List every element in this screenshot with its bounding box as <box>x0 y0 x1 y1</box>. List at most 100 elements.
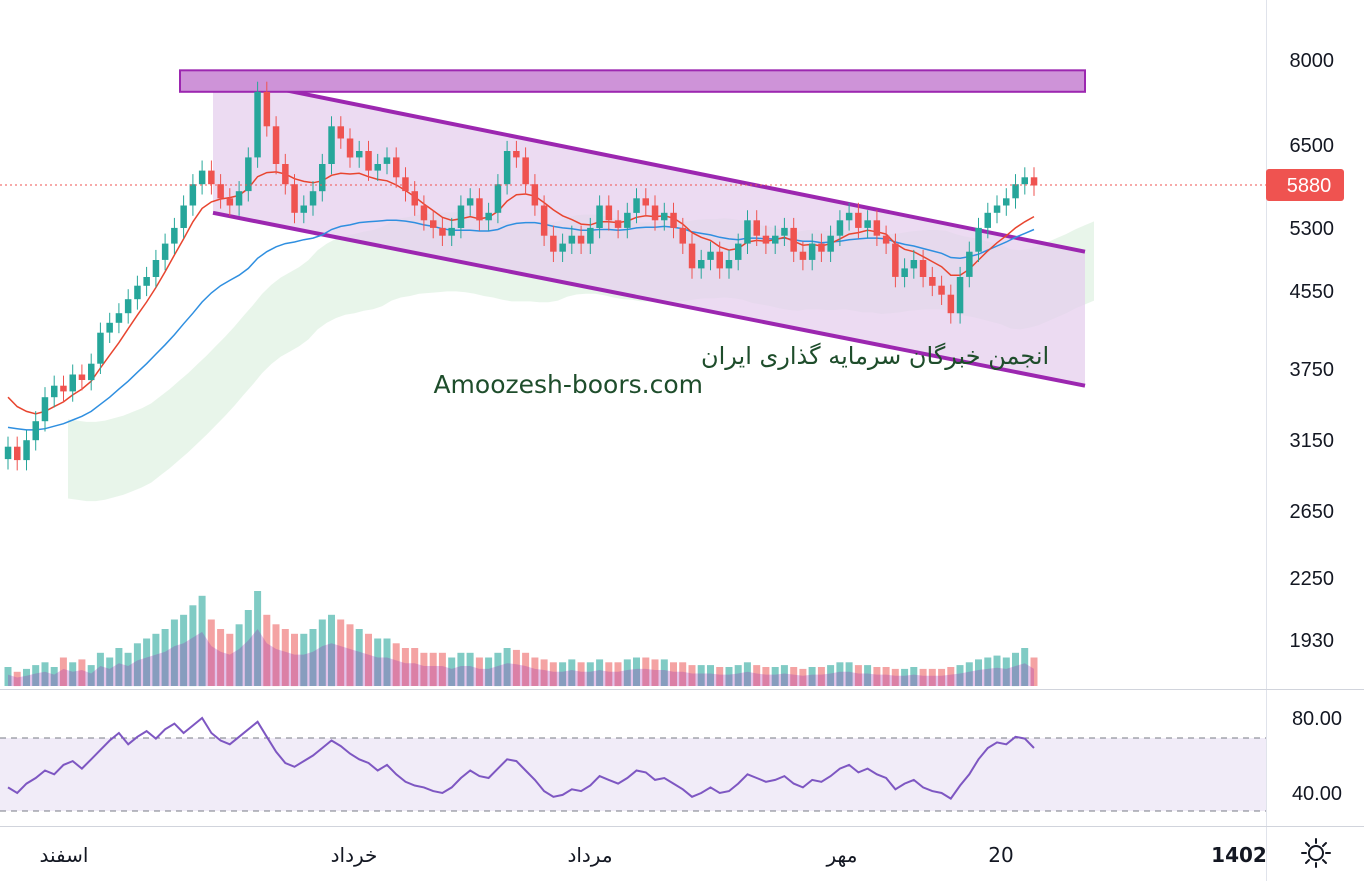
candle-body <box>254 91 261 158</box>
volume-bar <box>411 648 419 686</box>
volume-bar <box>78 659 86 686</box>
volume-bar <box>540 659 548 686</box>
volume-bar <box>13 671 21 687</box>
time-tick: خرداد <box>331 843 378 867</box>
candle-body <box>134 285 141 300</box>
volume-bar <box>355 629 363 686</box>
time-tick: اسفند <box>40 843 89 867</box>
volume-bar <box>882 667 890 686</box>
volume-bar <box>170 619 178 686</box>
candle-body <box>411 191 418 206</box>
descending-channel[interactable] <box>179 69 1086 388</box>
candle-body <box>633 198 640 213</box>
candle-body <box>762 235 770 244</box>
candle-body <box>51 385 58 398</box>
volume-bar <box>1021 648 1029 686</box>
candle-body <box>698 260 705 269</box>
price-tick: 5300 <box>1290 218 1335 240</box>
candle-body <box>115 313 123 323</box>
candle-body <box>171 227 178 244</box>
volume-bar <box>679 662 687 687</box>
candle-body <box>744 220 751 244</box>
volume-bar <box>226 633 234 687</box>
candle-body <box>457 205 465 228</box>
volume-bar <box>32 665 40 686</box>
volume-bar <box>975 659 982 686</box>
volume-bar <box>808 667 816 686</box>
candle-body <box>966 251 973 277</box>
candle-body <box>910 260 918 269</box>
candlesticks <box>4 81 1038 471</box>
candle-body <box>245 157 252 192</box>
volume-bar <box>947 667 955 686</box>
volume-bar <box>438 652 446 687</box>
candle-body <box>198 170 206 185</box>
price-tick: 1930 <box>1290 630 1335 652</box>
volume-bar <box>910 667 918 686</box>
volume-bar <box>365 633 372 687</box>
price-axis[interactable]: 8000 6500 5300 4550 3750 3150 2650 2250 … <box>1290 50 1335 652</box>
volume-bar <box>864 665 872 686</box>
candle-body <box>651 205 659 221</box>
volume-bar <box>337 619 345 686</box>
volume-bar <box>189 605 197 687</box>
candle-body <box>69 374 76 392</box>
volume-bar <box>383 638 391 686</box>
candle-body <box>208 170 215 185</box>
candle-body <box>587 227 594 244</box>
volume-bar <box>790 667 798 686</box>
time-axis[interactable]: اسفند خرداد مرداد مهر 20 1402 <box>40 843 1267 867</box>
volume-bar <box>207 619 215 686</box>
candle-body <box>226 198 234 206</box>
volume-bar <box>309 629 317 686</box>
candle-body <box>624 212 631 228</box>
time-tick: مهر <box>826 843 858 867</box>
candle-body <box>60 385 67 392</box>
volume-bar <box>300 633 308 687</box>
volume-bar <box>938 668 946 686</box>
volume-bar <box>743 662 751 687</box>
volume-bar <box>817 667 825 686</box>
candle-body <box>143 277 150 286</box>
candle-body <box>180 205 187 228</box>
candle-body <box>661 212 668 221</box>
candle-body <box>106 322 113 333</box>
candle-body <box>642 198 649 206</box>
volume-bar <box>651 659 659 686</box>
volume-bar <box>1030 657 1038 686</box>
rsi-tick: 80.00 <box>1292 708 1342 730</box>
volume-bar <box>143 638 151 686</box>
candle-body <box>420 205 428 221</box>
volume-bar <box>549 662 557 687</box>
candle-body <box>670 212 677 228</box>
rsi-tick: 40.00 <box>1292 783 1342 805</box>
rsi-axis[interactable]: 80.00 40.00 <box>1292 708 1342 805</box>
candle-body <box>781 227 788 236</box>
last-price-label: 5880 <box>1287 175 1332 197</box>
candle-body <box>845 212 853 221</box>
volume-bar <box>633 657 640 686</box>
sun-gear-icon[interactable] <box>1301 838 1331 868</box>
candle-body <box>466 198 474 206</box>
volume-bar <box>318 619 326 686</box>
candle-body <box>919 260 927 277</box>
volume-bar <box>1012 652 1019 687</box>
volume-bar <box>161 629 169 686</box>
volume-bar <box>466 652 474 687</box>
volume-bar <box>1002 657 1010 686</box>
candle-body <box>272 126 280 164</box>
candle-body <box>984 212 991 228</box>
volume-bar <box>873 667 881 686</box>
volume-bar <box>420 652 428 687</box>
candle-body <box>14 446 21 461</box>
volume-bar <box>707 665 714 686</box>
candle-body <box>679 227 686 244</box>
moving-averages <box>7 171 1035 431</box>
candle-body <box>929 277 936 286</box>
candle-body <box>448 227 455 236</box>
candle-body <box>808 243 816 260</box>
candle-body <box>540 205 548 236</box>
candle-body <box>577 235 585 244</box>
volume-bar <box>235 624 243 687</box>
watermark-url: Amoozesh-boors.com <box>433 370 703 399</box>
